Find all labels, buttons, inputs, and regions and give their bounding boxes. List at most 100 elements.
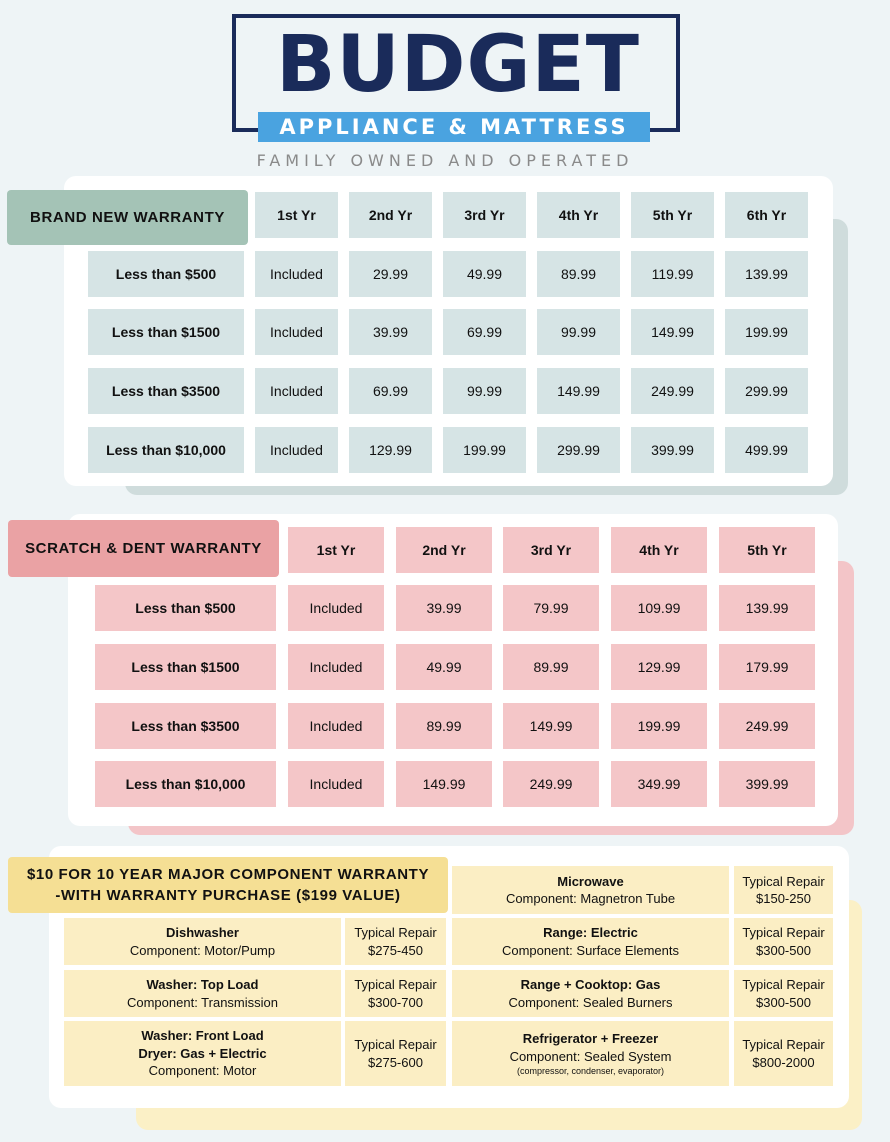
price-cell: 199.99	[443, 427, 526, 473]
price-cell: 399.99	[631, 427, 714, 473]
price-cell: 149.99	[396, 761, 492, 807]
appliance-component: Component: Magnetron Tube	[505, 891, 676, 906]
price-cell: 299.99	[537, 427, 620, 473]
price-cell: Included	[255, 251, 338, 297]
price-cell: 119.99	[631, 251, 714, 297]
column-header: 1st Yr	[255, 192, 338, 238]
price-cell: 129.99	[349, 427, 432, 473]
price-cell: 149.99	[631, 309, 714, 355]
row-label: Less than $1500	[88, 309, 244, 355]
price-cell: 199.99	[611, 703, 707, 749]
price-cell: 39.99	[349, 309, 432, 355]
price-cell: 149.99	[537, 368, 620, 414]
repair-cost: $300-500	[756, 994, 811, 1010]
appliance-component: Component: Sealed Burners	[508, 994, 673, 1010]
column-header: 4th Yr	[611, 527, 707, 573]
price-cell: 299.99	[725, 368, 808, 414]
price-cell: 129.99	[611, 644, 707, 690]
price-cell: 149.99	[503, 703, 599, 749]
price-cell: 89.99	[503, 644, 599, 690]
section-title: SCRATCH & DENT WARRANTY	[8, 520, 279, 577]
repair-label: Typical Repair	[742, 977, 825, 992]
repair-label: Typical Repair	[354, 925, 437, 940]
appliance-name-secondary: Dryer: Gas + Electric	[138, 1045, 267, 1061]
appliance-cell-washer-top-load: Washer: Top Load Component: Transmission	[64, 970, 341, 1017]
appliance-component: Component: Surface Elements	[501, 942, 680, 958]
appliance-name: Dishwasher	[166, 925, 239, 940]
price-cell: 29.99	[349, 251, 432, 297]
appliance-cell-refrigerator-freezer: Refrigerator + Freezer Component: Sealed…	[452, 1021, 729, 1086]
appliance-component: Component: Sealed System	[509, 1048, 672, 1064]
repair-cost: $300-700	[368, 994, 423, 1010]
appliance-cell-range-electric: Range: Electric Component: Surface Eleme…	[452, 918, 729, 965]
appliance-component-note: (compressor, condenser, evaporator)	[516, 1066, 665, 1076]
repair-cost-cell: Typical Repair $300-700	[345, 970, 446, 1017]
price-cell: 69.99	[443, 309, 526, 355]
repair-cost-cell: Typical Repair $275-450	[345, 918, 446, 965]
title-line-1: $10 FOR 10 YEAR MAJOR COMPONENT WARRANTY	[26, 866, 430, 883]
repair-cost-cell: Typical Repair $150-250	[734, 866, 833, 914]
appliance-component: Component: Motor	[148, 1063, 257, 1079]
appliance-name: Range: Electric	[543, 925, 638, 940]
tagline: FAMILY OWNED AND OPERATED	[256, 151, 634, 170]
repair-label: Typical Repair	[354, 977, 437, 992]
column-header: 2nd Yr	[396, 527, 492, 573]
appliance-component: Component: Motor/Pump	[129, 942, 276, 958]
column-header: 5th Yr	[719, 527, 815, 573]
price-cell: 89.99	[396, 703, 492, 749]
price-cell: 349.99	[611, 761, 707, 807]
appliance-cell-microwave: Microwave Component: Magnetron Tube	[452, 866, 729, 914]
price-cell: 499.99	[725, 427, 808, 473]
price-cell: 399.99	[719, 761, 815, 807]
repair-label: Typical Repair	[354, 1037, 437, 1052]
appliance-cell-range-cooktop-gas: Range + Cooktop: Gas Component: Sealed B…	[452, 970, 729, 1017]
price-cell: Included	[255, 309, 338, 355]
row-label: Less than $10,000	[88, 427, 244, 473]
column-header: 5th Yr	[631, 192, 714, 238]
repair-cost: $275-450	[368, 942, 423, 958]
price-cell: 249.99	[503, 761, 599, 807]
logo-frame-left	[232, 14, 268, 132]
repair-cost: $150-250	[756, 891, 811, 906]
column-header: 3rd Yr	[503, 527, 599, 573]
price-cell: Included	[288, 644, 384, 690]
price-cell: 249.99	[631, 368, 714, 414]
appliance-name: Washer: Top Load	[146, 977, 259, 992]
repair-cost-cell: Typical Repair $275-600	[345, 1021, 446, 1086]
column-header: 2nd Yr	[349, 192, 432, 238]
logo-frame-right	[640, 14, 680, 132]
repair-label: Typical Repair	[742, 925, 825, 940]
logo-subtitle: APPLIANCE & MATTRESS	[258, 112, 650, 142]
column-header: 3rd Yr	[443, 192, 526, 238]
price-cell: Included	[288, 703, 384, 749]
price-cell: 49.99	[396, 644, 492, 690]
column-header: 4th Yr	[537, 192, 620, 238]
price-cell: 179.99	[719, 644, 815, 690]
appliance-name: Range + Cooktop: Gas	[520, 977, 661, 992]
appliance-name: Refrigerator + Freezer	[522, 1031, 659, 1046]
section-title: $10 FOR 10 YEAR MAJOR COMPONENT WARRANTY…	[8, 857, 448, 913]
row-label: Less than $3500	[95, 703, 276, 749]
price-cell: 139.99	[719, 585, 815, 631]
repair-cost: $800-2000	[752, 1054, 815, 1070]
row-label: Less than $500	[95, 585, 276, 631]
price-cell: 39.99	[396, 585, 492, 631]
price-cell: 89.99	[537, 251, 620, 297]
price-cell: 139.99	[725, 251, 808, 297]
repair-label: Typical Repair	[742, 873, 825, 889]
appliance-cell-dishwasher: Dishwasher Component: Motor/Pump	[64, 918, 341, 965]
price-cell: Included	[288, 585, 384, 631]
repair-cost-cell: Typical Repair $300-500	[734, 970, 833, 1017]
section-title: BRAND NEW WARRANTY	[7, 190, 248, 245]
appliance-name: Washer: Front Load	[141, 1028, 264, 1044]
appliance-cell-washer-front-load-dryer: Washer: Front Load Dryer: Gas + Electric…	[64, 1021, 341, 1086]
repair-cost-cell: Typical Repair $300-500	[734, 918, 833, 965]
row-label: Less than $3500	[88, 368, 244, 414]
repair-cost: $300-500	[756, 942, 811, 958]
logo-frame-top	[268, 14, 640, 18]
logo-wordmark: BUDGET	[275, 20, 641, 110]
column-header: 6th Yr	[725, 192, 808, 238]
price-cell: 99.99	[537, 309, 620, 355]
price-cell: 99.99	[443, 368, 526, 414]
price-cell: 199.99	[725, 309, 808, 355]
